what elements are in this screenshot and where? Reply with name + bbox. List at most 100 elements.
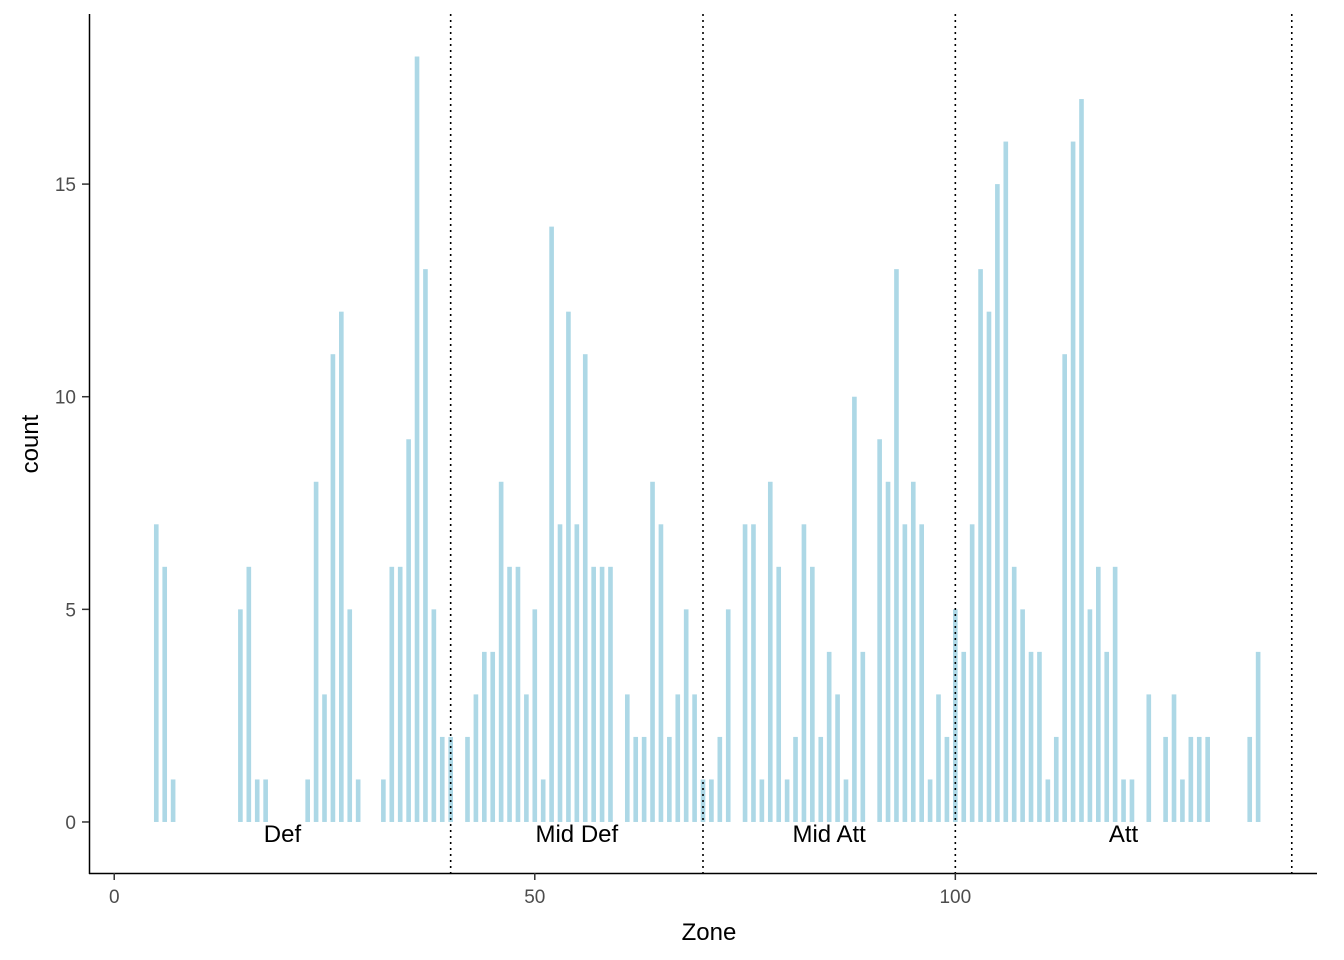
bar-36 bbox=[574, 524, 580, 822]
bar-40 bbox=[608, 566, 613, 822]
bar-11 bbox=[339, 311, 344, 822]
bar-46 bbox=[667, 736, 672, 822]
bar-55 bbox=[751, 524, 756, 822]
bar-70 bbox=[885, 481, 891, 822]
bar-88 bbox=[1037, 651, 1042, 822]
bar-1 bbox=[162, 566, 168, 822]
zone-boundaries bbox=[449, 14, 1293, 873]
bar-26 bbox=[490, 651, 496, 822]
bar-105 bbox=[1196, 736, 1202, 822]
bar-108 bbox=[1255, 651, 1261, 822]
zone-label-1: Mid Def bbox=[535, 821, 618, 848]
bar-49 bbox=[692, 694, 697, 822]
bar-76 bbox=[936, 694, 941, 822]
bar-45 bbox=[658, 524, 664, 822]
bar-80 bbox=[969, 524, 975, 822]
bar-82 bbox=[986, 311, 992, 822]
bar-99 bbox=[1129, 779, 1135, 822]
bar-71 bbox=[894, 269, 899, 822]
bar-0 bbox=[153, 524, 159, 822]
axes bbox=[88, 14, 1317, 875]
bar-6 bbox=[263, 779, 268, 822]
bar-12 bbox=[347, 609, 353, 822]
bar-93 bbox=[1079, 99, 1084, 822]
bar-66 bbox=[843, 779, 849, 822]
bar-24 bbox=[473, 694, 479, 822]
x-tick-label-1: 50 bbox=[524, 887, 545, 908]
bar-78 bbox=[953, 609, 958, 822]
y-tick-label-3: 15 bbox=[55, 175, 76, 196]
bar-94 bbox=[1087, 609, 1093, 822]
bar-58 bbox=[776, 566, 782, 822]
bar-100 bbox=[1146, 694, 1152, 822]
bar-53 bbox=[725, 609, 731, 822]
bar-60 bbox=[793, 736, 798, 822]
bar-61 bbox=[801, 524, 807, 822]
bar-7 bbox=[305, 779, 310, 822]
bar-43 bbox=[641, 736, 647, 822]
bar-21 bbox=[439, 736, 445, 822]
bar-4 bbox=[246, 566, 252, 822]
bar-81 bbox=[978, 269, 983, 822]
bar-29 bbox=[515, 566, 521, 822]
bar-97 bbox=[1112, 566, 1118, 822]
bar-91 bbox=[1062, 354, 1067, 822]
bar-42 bbox=[633, 736, 639, 822]
bar-102 bbox=[1171, 694, 1177, 822]
bar-16 bbox=[397, 566, 403, 822]
bar-63 bbox=[818, 736, 824, 822]
bar-67 bbox=[852, 396, 857, 822]
bar-3 bbox=[238, 609, 243, 822]
x-tick-label-2: 100 bbox=[939, 887, 971, 908]
bar-33 bbox=[549, 226, 554, 822]
bar-44 bbox=[650, 481, 655, 822]
bar-8 bbox=[313, 481, 319, 822]
y-tick-label-1: 5 bbox=[65, 600, 76, 621]
bar-83 bbox=[995, 184, 1000, 822]
bar-96 bbox=[1104, 651, 1110, 822]
bar-9 bbox=[322, 694, 327, 822]
bar-18 bbox=[414, 56, 420, 822]
bar-77 bbox=[944, 736, 950, 822]
bar-95 bbox=[1096, 566, 1101, 822]
bar-37 bbox=[582, 354, 588, 822]
bar-75 bbox=[927, 779, 933, 822]
bar-92 bbox=[1070, 141, 1076, 822]
y-axis-ticks: 0 5 10 15 bbox=[55, 175, 89, 834]
bar-22 bbox=[448, 736, 453, 822]
bar-69 bbox=[877, 439, 882, 822]
bar-25 bbox=[482, 651, 487, 822]
bar-73 bbox=[910, 481, 916, 822]
bar-101 bbox=[1163, 736, 1168, 822]
bar-103 bbox=[1180, 779, 1185, 822]
bar-19 bbox=[423, 269, 428, 822]
bar-85 bbox=[1011, 566, 1017, 822]
bar-31 bbox=[532, 609, 538, 822]
bar-30 bbox=[524, 694, 529, 822]
zone-label-3: Att bbox=[1109, 821, 1139, 848]
bar-5 bbox=[254, 779, 260, 822]
bar-54 bbox=[742, 524, 748, 822]
bar-51 bbox=[709, 779, 714, 822]
bar-86 bbox=[1020, 609, 1025, 822]
bar-74 bbox=[919, 524, 924, 822]
x-axis-title: Zone bbox=[682, 919, 737, 946]
y-axis-title: count bbox=[17, 414, 44, 473]
bar-87 bbox=[1028, 651, 1034, 822]
bar-2 bbox=[170, 779, 176, 822]
bar-90 bbox=[1053, 736, 1059, 822]
bar-64 bbox=[826, 651, 832, 822]
zone-label-0: Def bbox=[264, 821, 302, 848]
bar-47 bbox=[675, 694, 681, 822]
bar-27 bbox=[498, 481, 504, 822]
bar-79 bbox=[961, 651, 967, 822]
bar-38 bbox=[591, 566, 596, 822]
bar-13 bbox=[355, 779, 361, 822]
y-tick-label-0: 0 bbox=[65, 813, 76, 834]
bar-98 bbox=[1121, 779, 1126, 822]
bar-57 bbox=[767, 481, 773, 822]
bar-107 bbox=[1247, 736, 1253, 822]
bar-14 bbox=[381, 779, 386, 822]
bar-series bbox=[153, 56, 1261, 822]
